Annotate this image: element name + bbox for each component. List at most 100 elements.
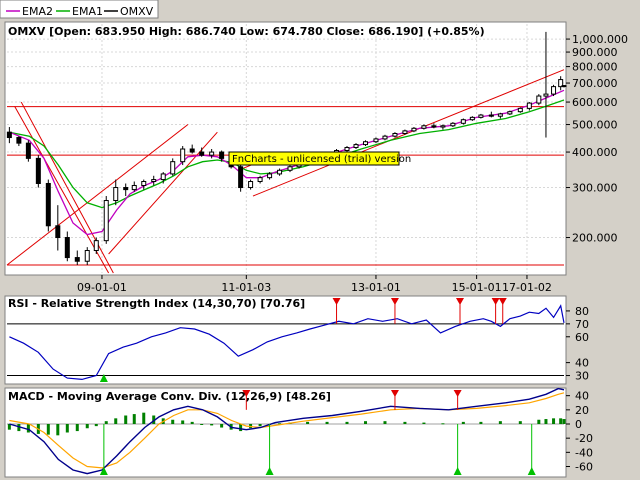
price-title-main: OMXV [Open: 683.950 High: 686.740 Low: 6… bbox=[8, 25, 423, 38]
macd-histogram-bar bbox=[220, 424, 224, 428]
price-y-tick-label: 600.000 bbox=[572, 96, 618, 109]
price-y-tick-label: 500.000 bbox=[572, 119, 618, 132]
candle-body bbox=[170, 161, 176, 175]
candle-body bbox=[440, 125, 446, 128]
macd-histogram-bar bbox=[383, 421, 387, 424]
macd-histogram-bar bbox=[94, 424, 98, 427]
rsi-sell-arrow bbox=[456, 298, 465, 305]
rsi-y-tick-label: 30 bbox=[575, 370, 589, 383]
macd-histogram-bar bbox=[152, 415, 156, 424]
price-x-tick-label: 11-01-03 bbox=[221, 281, 271, 294]
rsi-sell-arrow bbox=[390, 298, 399, 305]
rsi-buy-arrow bbox=[99, 374, 108, 382]
macd-histogram-bar bbox=[114, 418, 118, 424]
trend-line bbox=[6, 124, 189, 266]
rsi-title: RSI - Relative Strength Index (14,30,70)… bbox=[8, 297, 305, 310]
candle-body bbox=[488, 114, 494, 117]
macd-y-tick-label: 20 bbox=[575, 404, 589, 417]
candle-body bbox=[151, 179, 157, 183]
candle-body bbox=[353, 144, 359, 149]
candle-body bbox=[277, 169, 283, 175]
price-x-tick-label: 09-01-01 bbox=[77, 281, 127, 294]
macd-histogram-bar bbox=[210, 424, 214, 426]
price-y-axis: 200.000 300.000 400.000 500.000 600.000 700.0… bbox=[566, 33, 628, 245]
candle-body bbox=[84, 250, 90, 262]
candle-body bbox=[561, 85, 567, 88]
macd-histogram-bar bbox=[461, 421, 465, 424]
macd-histogram-bar bbox=[537, 419, 541, 424]
macd-histogram-bar bbox=[171, 419, 175, 424]
macd-buy-arrow bbox=[453, 467, 462, 475]
rsi-panel bbox=[4, 295, 567, 385]
candle-body bbox=[431, 125, 437, 128]
candle-body bbox=[131, 184, 137, 191]
candle-body bbox=[199, 151, 205, 156]
candle-body bbox=[543, 93, 549, 97]
macd-histogram-bar bbox=[65, 424, 69, 433]
candle-body bbox=[248, 181, 254, 189]
macd-title: MACD - Moving Average Conv. Div. (12,26,… bbox=[8, 390, 331, 403]
candle-body bbox=[123, 187, 129, 191]
macd-histogram-bar bbox=[104, 421, 108, 424]
candle-body bbox=[517, 107, 523, 113]
candle-body bbox=[141, 181, 147, 186]
candle-body bbox=[45, 182, 51, 227]
candle-body bbox=[344, 147, 350, 152]
rsi-y-tick-label: 60 bbox=[575, 331, 589, 344]
price-y-tick-label: 800.000 bbox=[572, 61, 618, 74]
rsi-y-tick-label: 40 bbox=[575, 357, 589, 370]
macd-buy-arrow bbox=[527, 467, 536, 475]
macd-histogram-bar bbox=[498, 421, 502, 424]
macd-histogram-bar bbox=[200, 424, 204, 425]
candle-body bbox=[497, 113, 503, 117]
price-x-tick-label: 13-01-01 bbox=[351, 281, 401, 294]
macd-histogram-bar bbox=[85, 424, 89, 429]
candle-body bbox=[507, 111, 513, 115]
candle-body bbox=[363, 141, 369, 146]
candle-body bbox=[478, 114, 484, 118]
price-y-tick-label: 400.000 bbox=[572, 146, 618, 159]
candle-body bbox=[6, 131, 12, 139]
macd-histogram-bar bbox=[142, 412, 146, 424]
candle-body bbox=[558, 79, 564, 88]
candle-body bbox=[64, 237, 70, 259]
macd-histogram-bar bbox=[518, 421, 522, 424]
candle-body bbox=[450, 122, 456, 127]
macd-histogram-bar bbox=[181, 420, 185, 424]
macd-histogram-bar bbox=[132, 414, 136, 424]
rsi-sell-arrow bbox=[332, 298, 341, 305]
macd-histogram-bar bbox=[56, 424, 60, 436]
macd-plot bbox=[7, 387, 566, 475]
macd-histogram-bar bbox=[422, 422, 426, 424]
watermark-box bbox=[228, 151, 400, 166]
price-panel bbox=[4, 21, 567, 276]
price-y-tick-label: 200.000 bbox=[572, 232, 618, 245]
macd-histogram-bar bbox=[562, 419, 566, 424]
candle-body bbox=[526, 102, 532, 109]
candle-body bbox=[103, 200, 109, 242]
candle-body bbox=[257, 177, 263, 183]
candle-body bbox=[93, 240, 99, 252]
macd-histogram-bar bbox=[441, 423, 445, 425]
candle-body bbox=[219, 151, 225, 159]
macd-y-tick-label: -60 bbox=[575, 461, 593, 474]
watermark-text: FnCharts - unlicensed (trial) version bbox=[232, 154, 411, 165]
candle-body bbox=[392, 132, 398, 137]
macd-histogram-bar bbox=[345, 421, 349, 424]
macd-y-tick-label: 0 bbox=[575, 418, 582, 431]
macd-histogram-bar bbox=[258, 424, 262, 427]
candle-body bbox=[180, 148, 186, 163]
price-y-tick-label: 1,000.000 bbox=[572, 33, 628, 46]
rsi-y-tick-label: 70 bbox=[575, 318, 589, 331]
legend-ema1-label: EMA1 bbox=[72, 5, 103, 18]
trend-line bbox=[14, 105, 110, 274]
macd-histogram-bar bbox=[124, 415, 128, 424]
candle-body bbox=[74, 257, 80, 262]
candle-body bbox=[238, 166, 244, 189]
legend: EMA2 EMA1 OMXV bbox=[0, 0, 159, 19]
rsi-sell-arrow bbox=[498, 298, 507, 305]
macd-histogram-bar bbox=[46, 424, 50, 435]
